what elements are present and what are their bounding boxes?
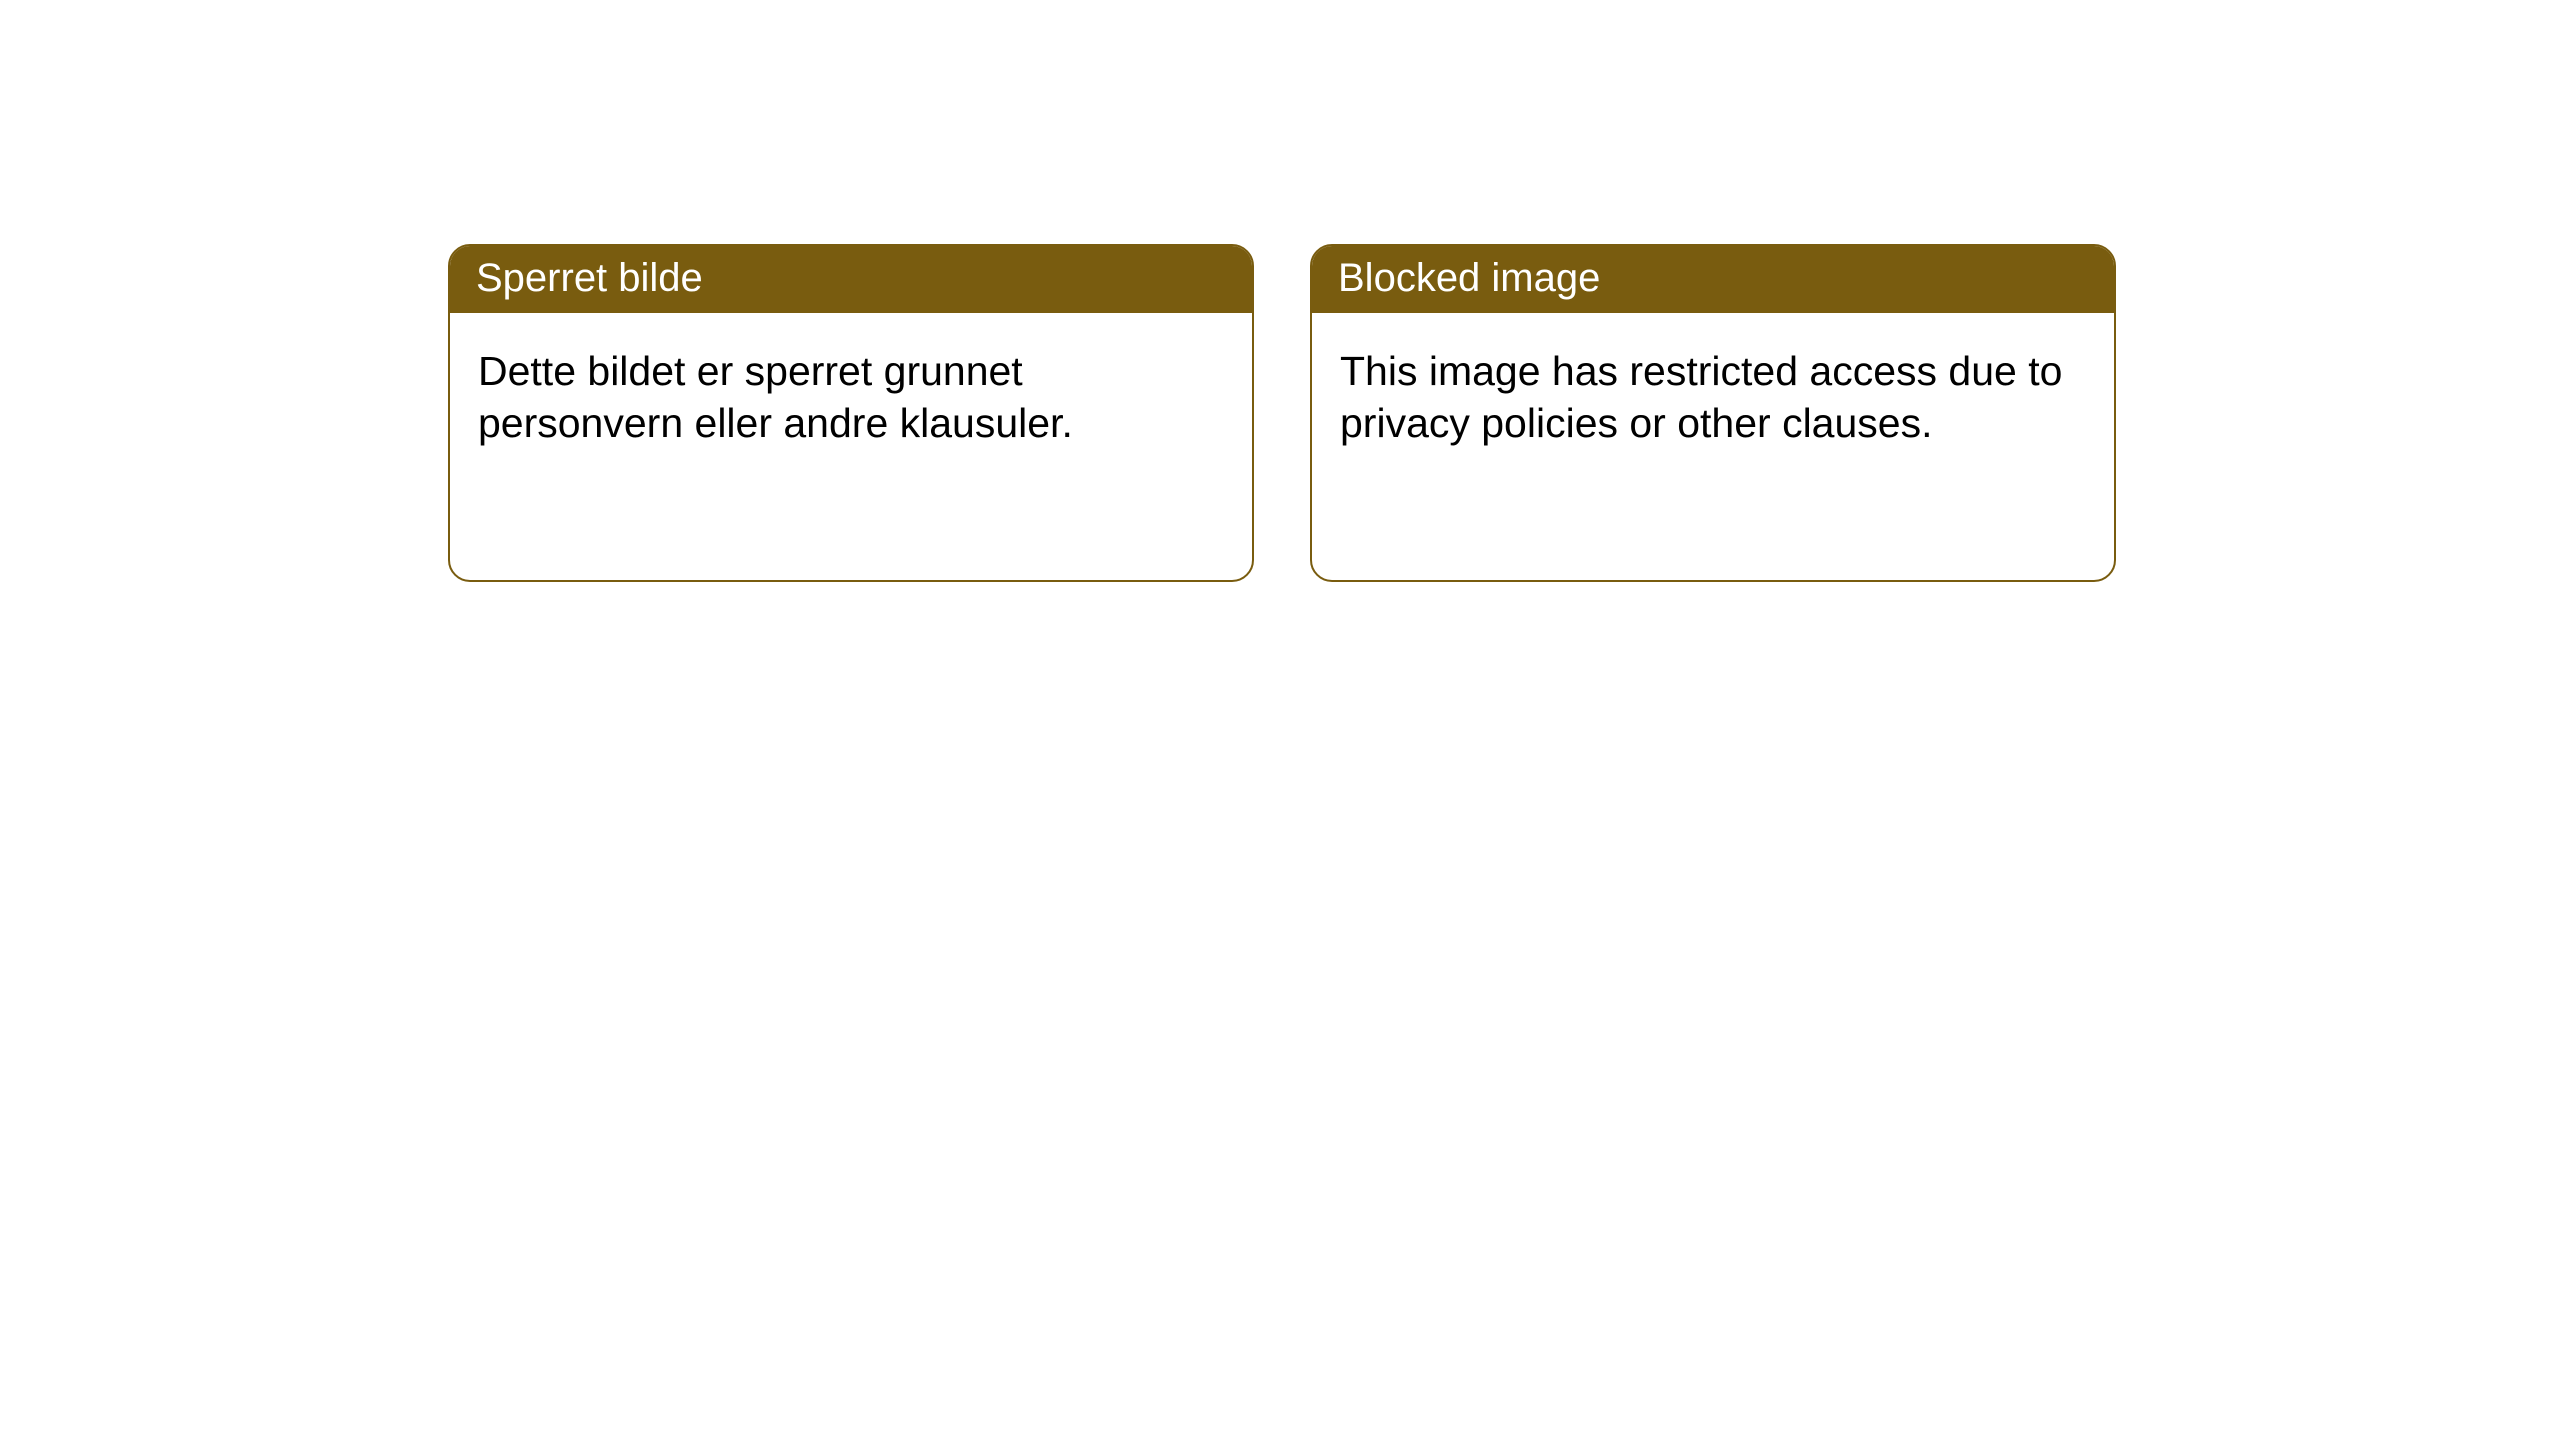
- notice-body-norwegian: Dette bildet er sperret grunnet personve…: [450, 313, 1252, 482]
- notice-container: Sperret bilde Dette bildet er sperret gr…: [0, 0, 2560, 582]
- notice-body-english: This image has restricted access due to …: [1312, 313, 2114, 482]
- notice-box-norwegian: Sperret bilde Dette bildet er sperret gr…: [448, 244, 1254, 582]
- notice-body-text-norwegian: Dette bildet er sperret grunnet personve…: [478, 348, 1073, 446]
- notice-body-text-english: This image has restricted access due to …: [1340, 348, 2062, 446]
- notice-header-english: Blocked image: [1312, 246, 2114, 313]
- notice-box-english: Blocked image This image has restricted …: [1310, 244, 2116, 582]
- notice-title-english: Blocked image: [1338, 256, 1600, 300]
- notice-title-norwegian: Sperret bilde: [476, 256, 703, 300]
- notice-header-norwegian: Sperret bilde: [450, 246, 1252, 313]
